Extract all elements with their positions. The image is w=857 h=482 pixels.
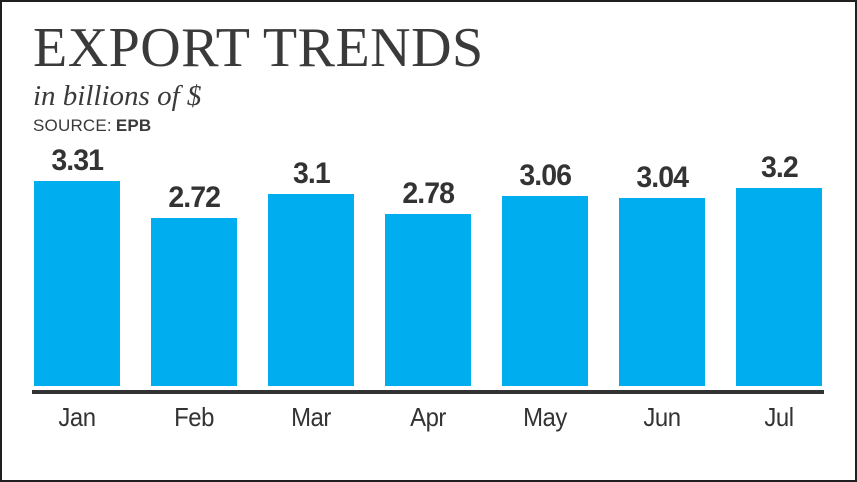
x-axis-baseline [32, 390, 824, 394]
bar-value-label: 2.72 [168, 181, 221, 214]
bar [736, 188, 822, 386]
bar-column: 3.04 [619, 163, 705, 386]
month-label: Jun [643, 402, 681, 432]
bar-value-label: 3.1 [292, 157, 331, 190]
bar-column: 3.06 [502, 161, 588, 386]
bar-value-label: 2.78 [402, 177, 455, 210]
bar [619, 198, 705, 386]
chart-title: EXPORT TRENDS [33, 17, 484, 79]
source-label: SOURCE: [33, 116, 112, 135]
bar-value-label: 3.31 [51, 144, 104, 177]
month-label: Mar [291, 402, 331, 432]
bar [34, 181, 120, 386]
month-labels-row: Jan Feb Mar Apr May Jun Jul [32, 403, 824, 431]
bar-column: 3.31 [34, 146, 120, 386]
source-line: SOURCE: EPB [33, 116, 484, 136]
chart-subtitle: in billions of $ [33, 80, 202, 112]
month-label: Jan [58, 402, 96, 432]
bar [151, 218, 237, 386]
bar-column: 2.78 [385, 179, 471, 386]
month-label: Feb [174, 402, 214, 432]
chart-header: EXPORT TRENDS in billions of $ SOURCE: EP… [33, 18, 484, 136]
bar [385, 214, 471, 386]
month-label: Apr [410, 402, 446, 432]
bar-column: 2.72 [151, 183, 237, 386]
bar-value-label: 3.06 [519, 159, 572, 192]
bars-row: 3.31 2.72 3.1 2.78 3.06 3.04 3.2 [32, 146, 824, 386]
month-label: Jul [764, 402, 794, 432]
month-label: May [523, 402, 567, 432]
bar-value-label: 3.2 [760, 151, 799, 184]
bar-column: 3.2 [736, 153, 822, 386]
bar-chart: 3.31 2.72 3.1 2.78 3.06 3.04 3.2 Jan Feb Mar Apr M… [32, 146, 824, 431]
bar-value-label: 3.04 [636, 161, 689, 194]
source-value: EPB [115, 116, 152, 135]
bar-column: 3.1 [268, 159, 354, 386]
bar [268, 194, 354, 386]
bar [502, 196, 588, 386]
